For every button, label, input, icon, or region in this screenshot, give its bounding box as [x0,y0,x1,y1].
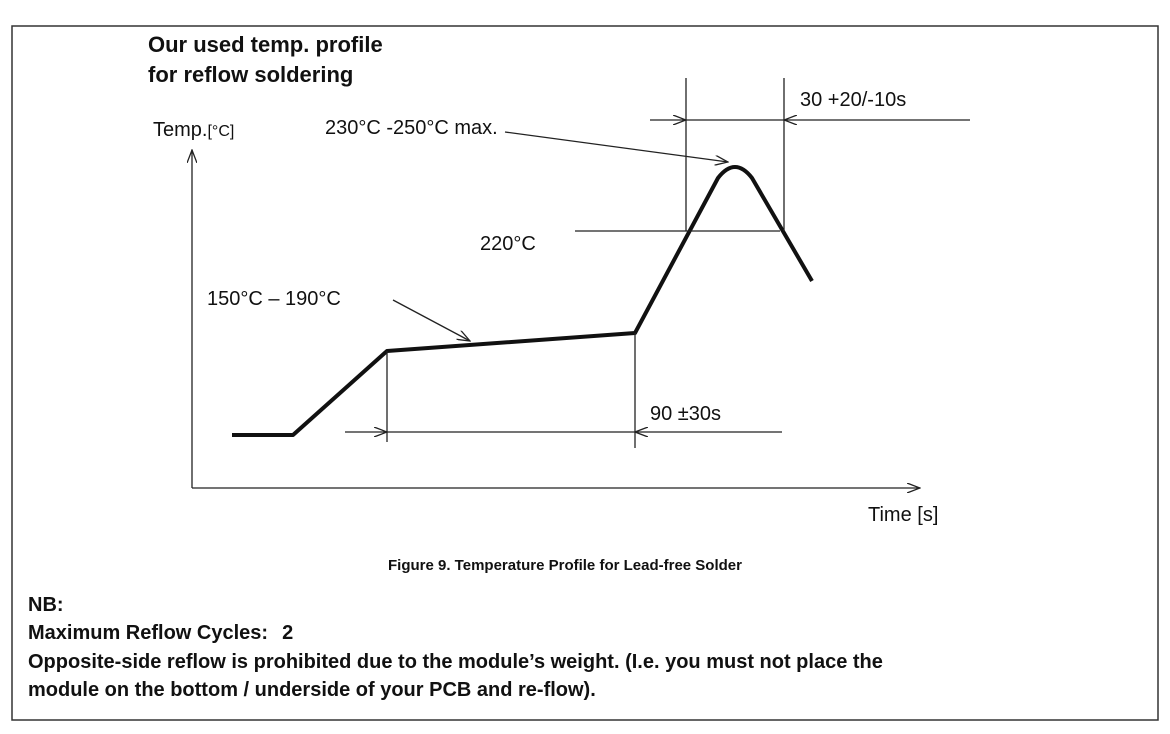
soak-label: 150°C – 190°C [207,288,341,310]
note-line: Opposite-side reflow is prohibited due t… [28,651,883,673]
soak-time-label: 90 ±30s [650,403,721,425]
frame [11,25,1159,721]
title-line: Our used temp. profile [148,32,383,57]
note-line: Maximum Reflow Cycles: 2 [28,622,293,644]
leader-arrow [392,299,470,341]
y-axis-unit: [°C] [207,123,234,140]
note-label: Maximum Reflow Cycles: [28,622,268,644]
title-line: for reflow soldering [148,62,353,87]
profile-curve [232,165,814,437]
y-axis-label: Temp.[°C] [153,119,234,141]
peak-time-label: 30 +20/-10s [800,89,906,111]
caption: Figure 9. Temperature Profile for Lead-f… [388,557,742,574]
note-value: 2 [282,622,293,644]
y-axis-label-text: Temp. [153,119,207,141]
x-axis-label: Time [s] [868,504,938,526]
liquidus-label: 220°C [480,233,536,255]
leader-arrow [504,131,728,162]
note-line: module on the bottom / underside of your… [28,679,596,701]
peak-label: 230°C -250°C max. [325,117,498,139]
note-heading: NB: [28,594,64,616]
